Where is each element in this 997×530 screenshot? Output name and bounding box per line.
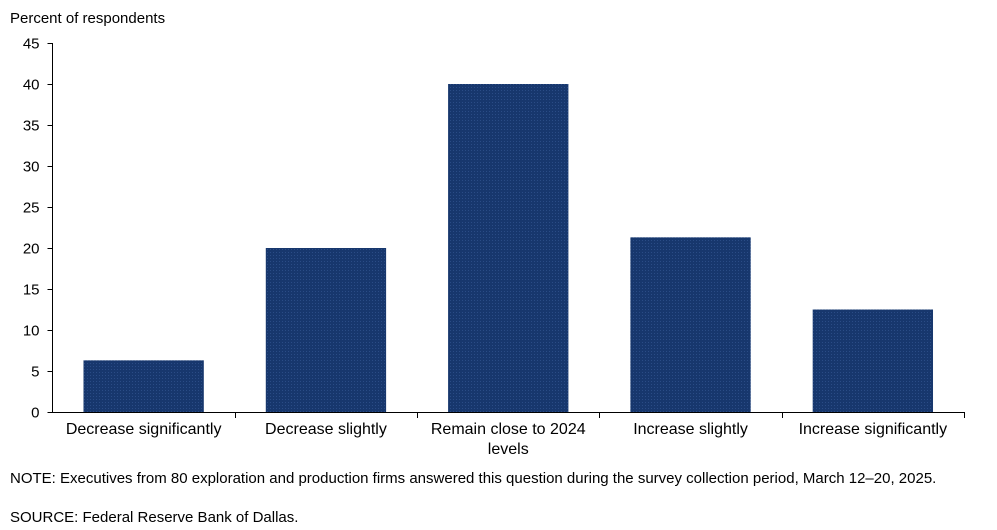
bar: [812, 309, 934, 412]
bar: [630, 237, 751, 412]
x-tick-label: Decrease slightly: [265, 421, 387, 438]
chart-note: NOTE: Executives from 80 exploration and…: [10, 470, 937, 487]
bar: [265, 248, 387, 412]
y-tick-label: 45: [23, 36, 40, 53]
x-tick-label: Increase slightly: [633, 421, 748, 438]
bar-chart: Percent of respondents 0 5 10 15 20 25 30 35 40 4…: [10, 10, 965, 458]
y-tick-label: 5: [31, 364, 39, 381]
y-tick-label: 35: [23, 118, 40, 135]
y-tick-label: 30: [23, 159, 40, 176]
x-tick-label: levels: [488, 441, 529, 458]
y-tick-label: 10: [23, 323, 40, 340]
y-axis-ticks: 0 5 10 15 20 25 30 35 40 45: [23, 36, 53, 422]
y-tick-label: 0: [31, 405, 39, 422]
y-tick-label: 40: [23, 77, 40, 94]
y-axis-label: Percent of respondents: [10, 10, 165, 27]
y-tick-label: 25: [23, 200, 40, 217]
y-tick-label: 15: [23, 282, 40, 299]
x-tick-label: Increase significantly: [799, 421, 948, 438]
x-axis-labels: Decrease significantly Decrease slightly R…: [66, 412, 965, 458]
bar: [83, 360, 204, 412]
x-tick-label: Decrease significantly: [66, 421, 222, 438]
bar: [448, 84, 569, 412]
x-tick-label: Remain close to 2024: [431, 421, 586, 438]
chart-source: SOURCE: Federal Reserve Bank of Dallas.: [10, 509, 299, 526]
bars: [83, 84, 934, 412]
y-tick-label: 20: [23, 241, 40, 258]
